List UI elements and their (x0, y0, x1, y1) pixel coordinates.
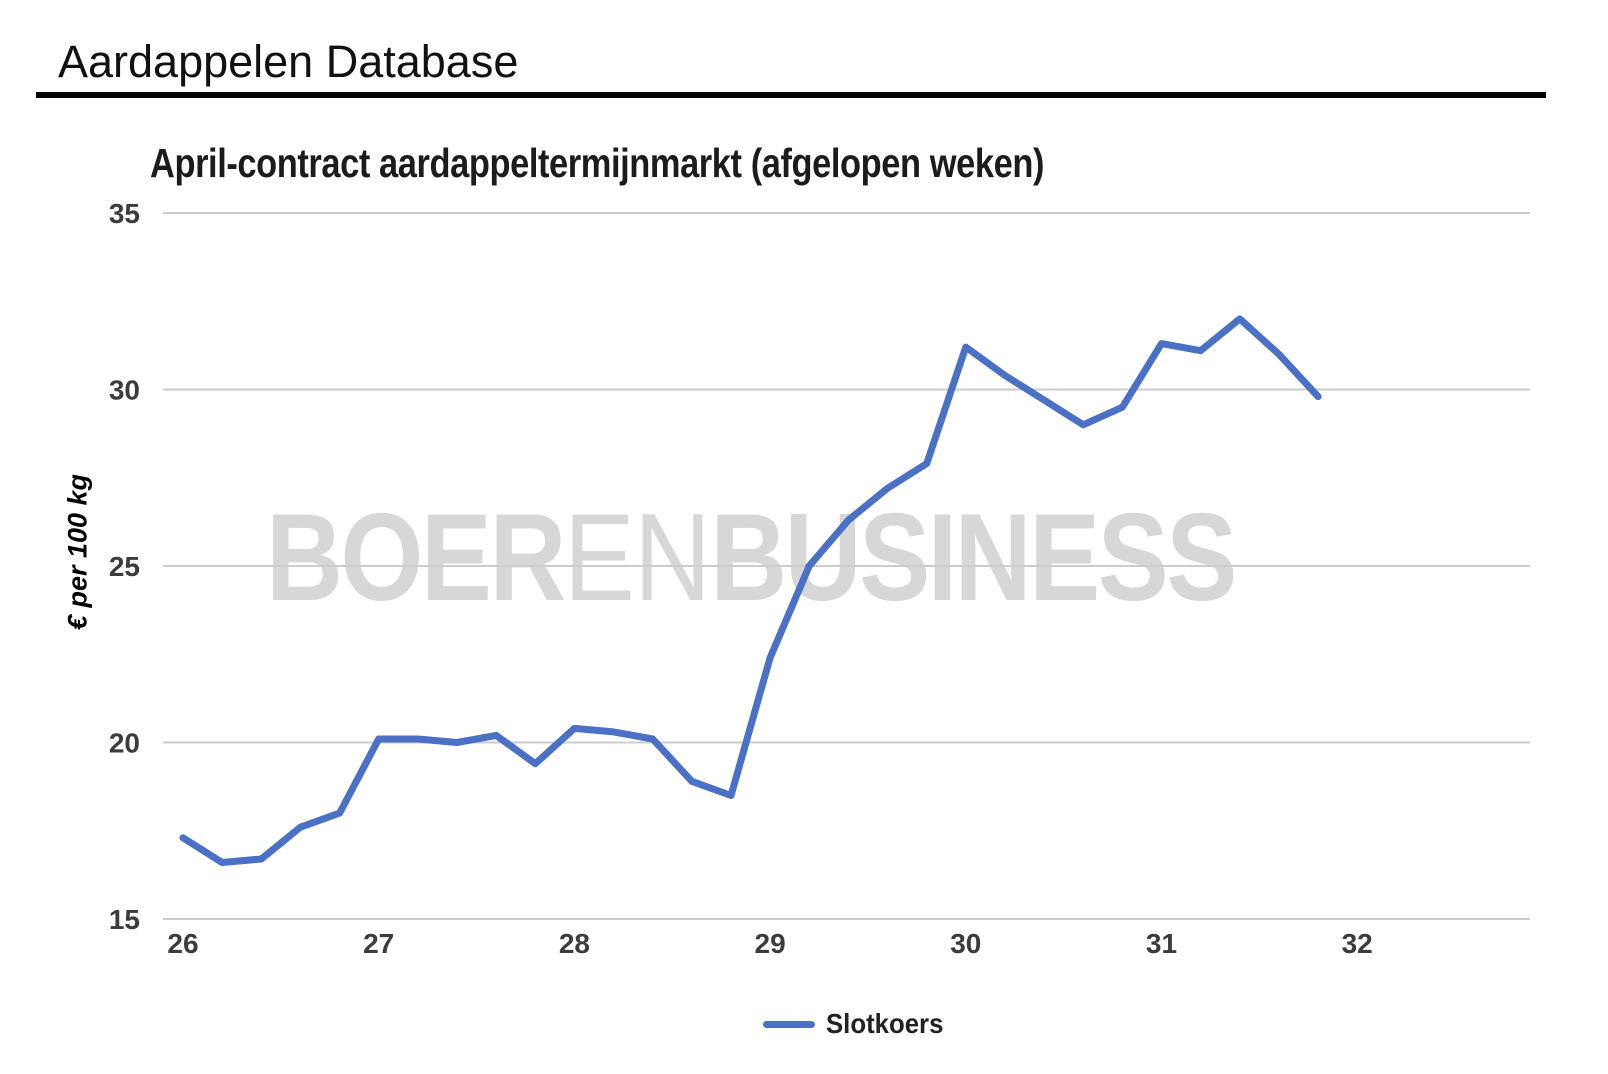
chart-title: April-contract aardappeltermijnmarkt (af… (150, 140, 1045, 186)
y-tick-label-30: 30 (109, 375, 140, 406)
y-tick-label-15: 15 (109, 904, 140, 935)
x-tick-label-31: 31 (1146, 928, 1177, 959)
x-tick-label-28: 28 (559, 928, 590, 959)
legend-line-swatch (763, 1020, 815, 1028)
x-tick-label-29: 29 (755, 928, 786, 959)
x-tick-label-26: 26 (167, 928, 198, 959)
x-tick-label-27: 27 (363, 928, 394, 959)
series-line-slotkoers (179, 315, 1322, 866)
watermark-part-boer: BOER (266, 489, 566, 627)
header-divider (36, 92, 1546, 98)
y-tick-label-25: 25 (109, 551, 140, 582)
y-tick-label-20: 20 (109, 728, 140, 759)
y-tick-label-35: 35 (109, 198, 140, 229)
page-title: Aardappelen Database (58, 36, 519, 87)
chart-legend: Slotkoers (763, 1008, 954, 1040)
watermark-part-en: EN (563, 489, 711, 627)
legend-label: Slotkoers (826, 1008, 944, 1039)
x-tick-label-30: 30 (950, 928, 981, 959)
x-tick-label-32: 32 (1342, 928, 1373, 959)
